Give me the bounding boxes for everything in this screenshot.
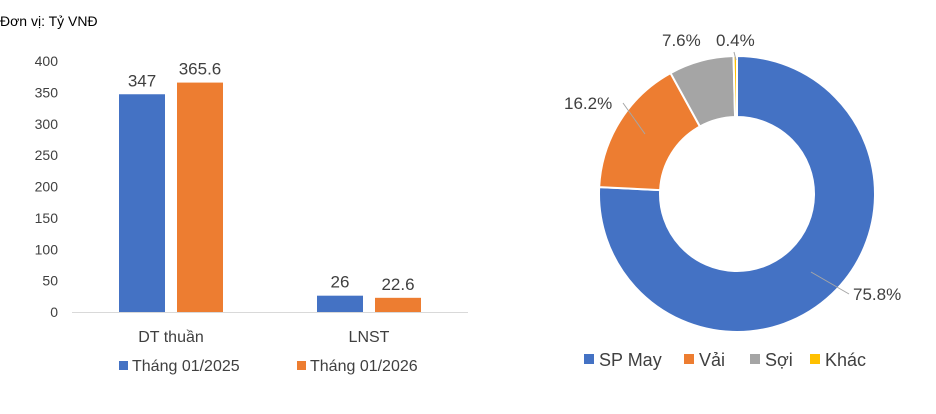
- y-tick-label: 350: [35, 84, 59, 100]
- bar: [177, 82, 223, 312]
- legend-swatch: [750, 354, 760, 364]
- leader-line: [622, 102, 646, 135]
- legend-swatch: [810, 354, 820, 364]
- legend-label: Vải: [699, 350, 725, 370]
- y-tick-label: 150: [35, 210, 59, 226]
- legend-label: Tháng 01/2025: [132, 358, 240, 375]
- y-tick-label: 300: [35, 116, 59, 132]
- bar-data-label: 347: [128, 71, 156, 90]
- legend-swatch: [684, 354, 694, 364]
- slice-data-label: 16.2%: [564, 94, 612, 113]
- donut-slice: [598, 54, 876, 333]
- legend-swatch: [584, 354, 594, 364]
- y-tick-label: 0: [50, 304, 58, 320]
- legend-label: Sợi: [765, 350, 793, 370]
- bar: [317, 295, 363, 312]
- unit-note: Đơn vị: Tỷ VNĐ: [0, 13, 98, 29]
- y-tick-label: 50: [42, 273, 58, 289]
- slice-data-label: 7.6%: [662, 31, 701, 50]
- x-category-label: LNST: [349, 329, 390, 346]
- x-category-label: DT thuần: [138, 329, 204, 346]
- bar-data-label: 365.6: [179, 60, 222, 79]
- y-tick-label: 400: [35, 53, 59, 69]
- y-tick-label: 250: [35, 147, 59, 163]
- bar-data-label: 22.6: [381, 275, 414, 294]
- bar: [375, 297, 421, 312]
- donut-slice: [732, 54, 738, 119]
- legend-label: Khác: [825, 350, 866, 370]
- legend-swatch: [297, 361, 306, 370]
- y-tick-label: 100: [35, 241, 59, 257]
- leader-line: [810, 271, 850, 295]
- bar: [119, 94, 165, 312]
- legend-swatch: [119, 361, 128, 370]
- slice-data-label: 75.8%: [853, 285, 901, 304]
- donut-chart: 75.8% 16.2% 7.6% 0.4% SP May Vải Sợi Khác: [564, 31, 901, 370]
- slice-data-label: 0.4%: [716, 31, 755, 50]
- leader-line: [733, 51, 737, 61]
- bar-chart: 0 50 100 150 200 250 300 350 400 347 365.6 DT thuần…: [35, 53, 468, 375]
- bar-data-label: 26: [331, 273, 350, 292]
- legend-label: SP May: [599, 350, 662, 370]
- legend-label: Tháng 01/2026: [310, 358, 418, 375]
- y-tick-label: 200: [35, 179, 59, 195]
